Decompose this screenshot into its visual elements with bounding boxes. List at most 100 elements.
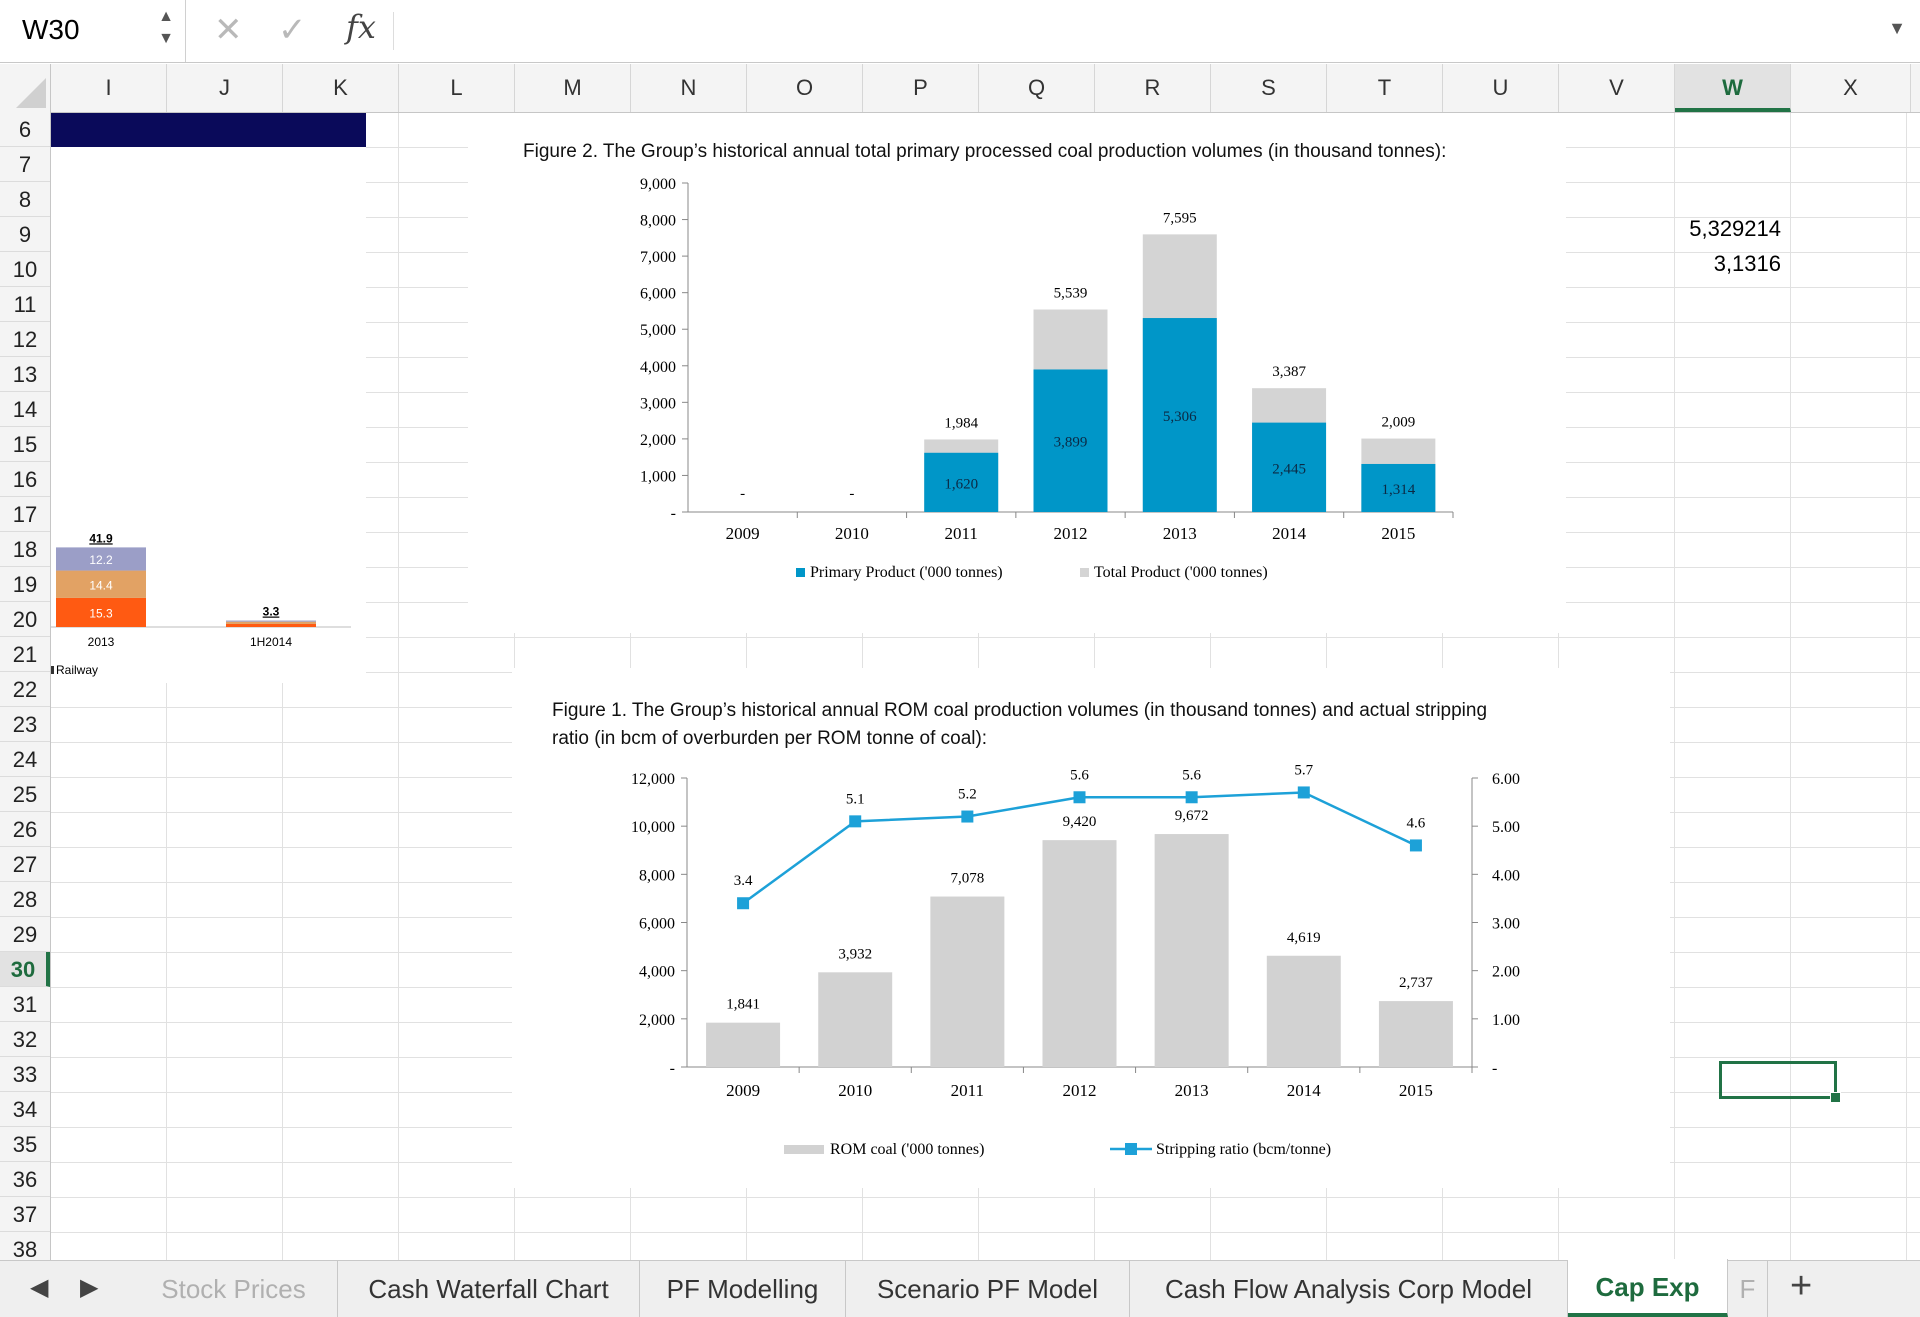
- row-header-10[interactable]: 10: [0, 252, 50, 287]
- tab-cash-waterfall-chart[interactable]: Cash Waterfall Chart: [338, 1261, 640, 1317]
- next-sheet-icon[interactable]: ▶: [80, 1274, 99, 1301]
- tab-scenario-pf-model[interactable]: Scenario PF Model: [846, 1261, 1130, 1317]
- name-box-spinner-icon[interactable]: ▲ ▼: [158, 8, 174, 47]
- row-header-36[interactable]: 36: [0, 1162, 50, 1197]
- row-header-19[interactable]: 19: [0, 567, 50, 602]
- figure2-total-label: 3,387: [1272, 364, 1306, 380]
- figure2-category-label: 2014: [1272, 524, 1307, 543]
- column-header-Q[interactable]: Q: [979, 64, 1095, 112]
- expand-formula-bar-icon[interactable]: ▼: [1888, 18, 1906, 38]
- row-header-16[interactable]: 16: [0, 462, 50, 497]
- figure2-total-label: 1,984: [944, 415, 978, 431]
- name-box[interactable]: W30 ▲ ▼: [0, 0, 186, 62]
- add-sheet-icon[interactable]: +: [1790, 1265, 1813, 1307]
- column-header-P[interactable]: P: [863, 64, 979, 112]
- row-header-20[interactable]: 20: [0, 602, 50, 637]
- figure1-category-label: 2011: [951, 1081, 984, 1100]
- formula-input[interactable]: [410, 14, 1870, 48]
- select-all-corner[interactable]: [0, 64, 51, 112]
- figure2-chart-picture[interactable]: Figure 2. The Group’s historical annual …: [468, 113, 1566, 633]
- fill-handle[interactable]: [1830, 1092, 1841, 1103]
- row-header-22[interactable]: 22: [0, 672, 50, 707]
- row-header-24[interactable]: 24: [0, 742, 50, 777]
- tab-pf-modelling[interactable]: PF Modelling: [640, 1261, 846, 1317]
- column-header-V[interactable]: V: [1559, 64, 1675, 112]
- figure1-left-tick-label: 12,000: [631, 771, 675, 788]
- figure1-right-tick-label: 1.00: [1492, 1012, 1520, 1029]
- figure1-rom-label: 3,932: [838, 946, 872, 962]
- row-header-11[interactable]: 11: [0, 287, 50, 322]
- railway-chart-picture[interactable]: 15.3 14.4 12.2 41.9 2013 3.3 1H2014 Railway: [51, 113, 366, 683]
- figure1-title-line2: ratio (in bcm of overburden per ROM tonn…: [552, 728, 987, 749]
- row-header-21[interactable]: 21: [0, 637, 50, 672]
- figure2-primary-label: 2,445: [1272, 461, 1306, 477]
- row-header-33[interactable]: 33: [0, 1057, 50, 1092]
- figure1-chart-picture[interactable]: Figure 1. The Group’s historical annual …: [512, 668, 1670, 1188]
- column-header-U[interactable]: U: [1443, 64, 1559, 112]
- row-header-6[interactable]: 6: [0, 112, 50, 147]
- column-header-K[interactable]: K: [283, 64, 399, 112]
- row-header-37[interactable]: 37: [0, 1197, 50, 1232]
- column-header-N[interactable]: N: [631, 64, 747, 112]
- column-header-L[interactable]: L: [399, 64, 515, 112]
- figure1-rom-bar: [930, 896, 1005, 1067]
- tab-stock-prices[interactable]: Stock Prices: [130, 1261, 338, 1317]
- row-header-31[interactable]: 31: [0, 987, 50, 1022]
- row-header-7[interactable]: 7: [0, 147, 50, 182]
- figure1-right-tick-label: 5.00: [1492, 819, 1520, 836]
- row-header-18[interactable]: 18: [0, 532, 50, 567]
- figure2-legend-primary: Primary Product ('000 tonnes): [810, 564, 1003, 581]
- cell-W10[interactable]: 3,1316: [1713, 251, 1781, 276]
- sheet-tab-bar: ◀ ▶ Stock Prices Cash Waterfall Chart PF…: [0, 1259, 1920, 1317]
- column-header-R[interactable]: R: [1095, 64, 1211, 112]
- row-header-12[interactable]: 12: [0, 322, 50, 357]
- selected-cell-W30[interactable]: [1719, 1061, 1841, 1103]
- row-header-bar: 6 7 8 9 10 11 12 13 14 15 16 17 18 19 20 21 22 23 24 25 26 27…: [0, 112, 51, 1267]
- row-header-13[interactable]: 13: [0, 357, 50, 392]
- row-header-9[interactable]: 9: [0, 217, 50, 252]
- formula-separator: [393, 12, 394, 50]
- column-header-M[interactable]: M: [515, 64, 631, 112]
- row-header-28[interactable]: 28: [0, 882, 50, 917]
- figure2-primary-bar: [1252, 422, 1327, 512]
- column-header-O[interactable]: O: [747, 64, 863, 112]
- column-header-W[interactable]: W: [1675, 64, 1791, 112]
- column-header-X[interactable]: X: [1791, 64, 1911, 112]
- rail-seg-label: 14.4: [89, 578, 113, 592]
- figure2-ytick-label: 4,000: [640, 359, 676, 376]
- name-box-value[interactable]: W30: [22, 14, 80, 45]
- column-header-T[interactable]: T: [1327, 64, 1443, 112]
- row-header-17[interactable]: 17: [0, 497, 50, 532]
- figure1-title-line1: Figure 1. The Group’s historical annual …: [552, 700, 1487, 721]
- row-header-35[interactable]: 35: [0, 1127, 50, 1162]
- tab-cap-exp[interactable]: Cap Exp: [1568, 1259, 1728, 1317]
- row-header-29[interactable]: 29: [0, 917, 50, 952]
- rail-total-label: 41.9: [89, 531, 113, 545]
- row-header-15[interactable]: 15: [0, 427, 50, 462]
- column-header-I[interactable]: I: [51, 64, 167, 112]
- row-header-25[interactable]: 25: [0, 777, 50, 812]
- enter-icon[interactable]: ✓: [278, 11, 307, 49]
- cancel-icon[interactable]: ✕: [214, 11, 243, 49]
- figure2-primary-label: 1,314: [1381, 482, 1415, 498]
- tab-cash-flow-analysis-corp-model[interactable]: Cash Flow Analysis Corp Model: [1130, 1261, 1568, 1317]
- row-header-34[interactable]: 34: [0, 1092, 50, 1127]
- prev-sheet-icon[interactable]: ◀: [30, 1274, 49, 1301]
- row-header-23[interactable]: 23: [0, 707, 50, 742]
- column-header-S[interactable]: S: [1211, 64, 1327, 112]
- row-header-32[interactable]: 32: [0, 1022, 50, 1057]
- row-header-30[interactable]: 30: [0, 952, 50, 987]
- row-header-14[interactable]: 14: [0, 392, 50, 427]
- row-header-27[interactable]: 27: [0, 847, 50, 882]
- column-header-J[interactable]: J: [167, 64, 283, 112]
- row-header-26[interactable]: 26: [0, 812, 50, 847]
- tab-f[interactable]: F: [1728, 1261, 1768, 1317]
- insert-function-icon[interactable]: fx: [346, 8, 376, 46]
- figure2-category-label: 2015: [1381, 524, 1415, 543]
- figure1-stripping-label: 5.6: [1070, 767, 1089, 783]
- figure2-ytick-label: 5,000: [640, 322, 676, 339]
- row-header-8[interactable]: 8: [0, 182, 50, 217]
- rail-category-label: 2013: [88, 635, 115, 649]
- cell-W9[interactable]: 5,329214: [1689, 216, 1781, 241]
- figure1-rom-bar: [1378, 1001, 1453, 1067]
